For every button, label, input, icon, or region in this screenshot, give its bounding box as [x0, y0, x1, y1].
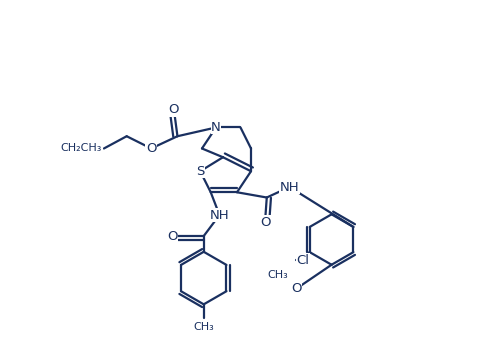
Text: Cl: Cl: [296, 253, 309, 267]
Text: O: O: [291, 282, 301, 295]
Text: S: S: [196, 165, 204, 178]
Text: NH: NH: [279, 180, 299, 193]
Text: O: O: [168, 103, 179, 116]
Text: O: O: [167, 229, 177, 243]
Text: NH: NH: [209, 209, 229, 222]
Text: O: O: [145, 142, 156, 155]
Text: CH₃: CH₃: [193, 322, 214, 332]
Text: O: O: [259, 216, 270, 228]
Text: N: N: [211, 121, 220, 134]
Text: CH₃: CH₃: [266, 270, 287, 280]
Text: CH₂CH₃: CH₂CH₃: [60, 143, 102, 154]
